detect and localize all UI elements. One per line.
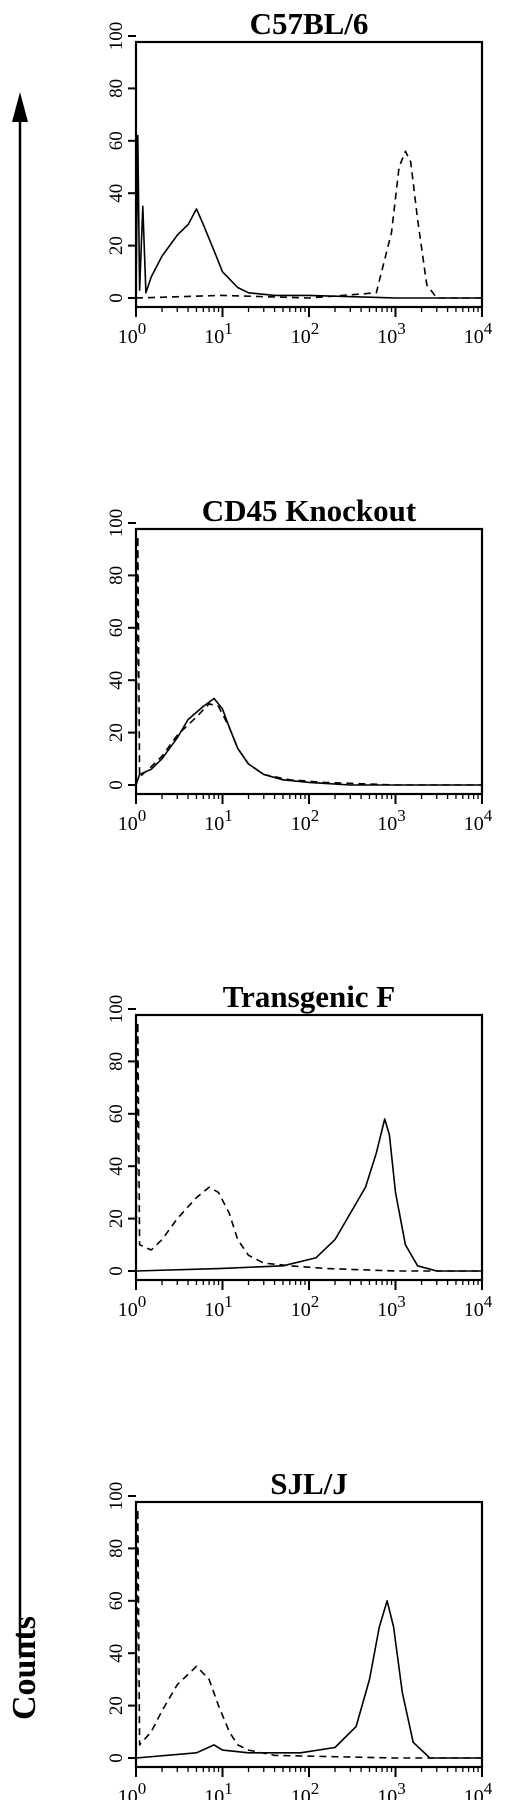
y-axis-arrow-head [12,92,28,122]
x-tick-label: 101 [204,319,233,348]
y-tick-label: 40 [106,1644,127,1663]
chart-panel-3: SJL/J 0 20 40 60 80 100 100 101 102 103 104 [106,1466,493,1800]
y-tick-label: 40 [106,184,127,203]
y-tick-label: 40 [106,671,127,690]
x-tick-label: 103 [377,1779,406,1800]
plot-frame [134,1013,484,1282]
y-tick-label: 60 [106,131,127,150]
x-tick-label: 101 [204,1779,233,1800]
y-tick-label: 60 [106,618,127,637]
y-tick-label: 80 [106,1539,127,1558]
y-tick-label: 100 [106,1482,127,1511]
x-tick-label: 104 [464,1292,493,1321]
x-tick-label: 102 [291,319,320,348]
chart-title: C57BL/6 [250,6,369,41]
chart-title: CD45 Knockout [202,493,417,528]
series-dashed-line [135,1508,482,1759]
y-tick-label: 100 [106,995,127,1024]
chart-panel-2: Transgenic F 0 20 40 60 80 100 100 101 102 103 104 [106,979,493,1321]
x-tick-label: 102 [291,806,320,835]
y-tick-label: 0 [106,780,127,790]
x-tick-label: 103 [377,319,406,348]
x-tick-label: 102 [291,1292,320,1321]
plot-frame [134,40,484,309]
y-tick-label: 20 [106,236,127,255]
chart-title: Transgenic F [223,979,396,1014]
series-dashed-line [135,150,482,299]
y-tick-label: 0 [106,1753,127,1763]
y-tick-label: 40 [106,1157,127,1176]
x-tick-label: 103 [377,806,406,835]
chart-panel-0: C57BL/6 0 20 40 60 80 100 100 101 102 103 104 [106,6,493,348]
y-axis-label: Counts [6,1616,43,1720]
y-tick-label: 60 [106,1591,127,1610]
series-dashed-line [135,535,482,786]
x-tick-label: 100 [118,806,147,835]
y-tick-label: 100 [106,22,127,51]
y-tick-label: 20 [106,1696,127,1715]
y-tick-label: 100 [106,509,127,538]
y-tick-label: 20 [106,1209,127,1228]
chart-panel-1: CD45 Knockout 0 20 40 60 80 100 100 101 102 103 104 [106,493,493,835]
plot-frame [134,527,484,796]
series-solid-line [135,1118,482,1272]
series-solid-line [135,134,482,299]
y-tick-label: 80 [106,1052,127,1071]
series-dashed-line [135,1021,482,1272]
x-tick-label: 101 [204,806,233,835]
chart-title: SJL/J [270,1466,348,1501]
x-tick-label: 100 [118,1292,147,1321]
y-tick-label: 20 [106,723,127,742]
x-tick-label: 104 [464,319,493,348]
x-tick-label: 100 [118,1779,147,1800]
y-tick-label: 80 [106,79,127,98]
y-tick-label: 0 [106,293,127,303]
x-tick-label: 100 [118,319,147,348]
series-solid-line [135,697,482,786]
x-tick-label: 104 [464,806,493,835]
plot-frame [134,1500,484,1769]
series-solid-line [135,1600,482,1759]
y-tick-label: 80 [106,566,127,585]
x-tick-label: 102 [291,1779,320,1800]
x-tick-label: 101 [204,1292,233,1321]
y-tick-label: 0 [106,1266,127,1276]
y-tick-label: 60 [106,1104,127,1123]
x-tick-label: 104 [464,1779,493,1800]
x-tick-label: 103 [377,1292,406,1321]
